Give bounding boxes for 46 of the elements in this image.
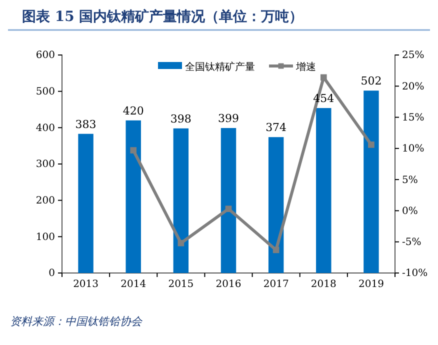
bar xyxy=(268,137,284,273)
data-label: 374 xyxy=(266,121,287,134)
bar xyxy=(316,108,332,273)
legend-label: 全国钛精矿产量 xyxy=(185,61,255,73)
point xyxy=(320,74,327,81)
bar xyxy=(220,128,236,273)
x-tick-label: 2014 xyxy=(120,279,146,290)
y2-tick-label: 25% xyxy=(402,50,424,62)
y2-tick-label: 15% xyxy=(402,112,424,124)
y-tick-label: 400 xyxy=(36,122,55,134)
data-label: 398 xyxy=(170,112,192,126)
chart-title: 图表 15 国内钛精矿产量情况（单位：万吨） xyxy=(22,8,304,25)
data-label: 420 xyxy=(122,104,144,118)
y2-tick-label: 5% xyxy=(402,174,418,186)
y2-tick-label: -5% xyxy=(402,237,422,248)
y-tick-label: 300 xyxy=(36,159,55,170)
bar xyxy=(173,128,189,273)
y-tick-label: 500 xyxy=(36,86,55,98)
y2-tick-label: -10% xyxy=(402,268,428,280)
y2-tick-label: 20% xyxy=(402,81,424,92)
data-label: 399 xyxy=(218,112,239,126)
bar xyxy=(364,90,379,273)
x-tick-label: 2016 xyxy=(216,279,242,290)
y-tick-label: 0 xyxy=(48,268,55,280)
data-label: 383 xyxy=(75,118,96,131)
legend-label: 增速 xyxy=(295,61,316,73)
point xyxy=(178,240,184,246)
x-tick-label: 2013 xyxy=(73,279,99,290)
point xyxy=(368,142,374,148)
y-tick-label: 200 xyxy=(36,196,55,207)
point xyxy=(130,147,137,154)
x-tick-label: 2017 xyxy=(263,279,289,290)
y2-tick-label: 0% xyxy=(402,206,418,217)
x-tick-label: 2019 xyxy=(358,279,384,290)
point xyxy=(272,246,280,254)
data-label: 454 xyxy=(313,92,334,106)
x-tick-label: 2015 xyxy=(168,279,194,290)
text: 资料来源：中国钛锆铪协会 xyxy=(10,315,143,328)
x-tick-label: 2018 xyxy=(310,279,336,290)
point xyxy=(225,206,232,212)
bar xyxy=(78,134,94,273)
y2-tick-label: 10% xyxy=(402,144,424,155)
y-tick-label: 100 xyxy=(36,232,55,243)
data-label: 502 xyxy=(360,74,382,88)
bar xyxy=(126,120,141,273)
y-tick-label: 600 xyxy=(36,50,55,62)
